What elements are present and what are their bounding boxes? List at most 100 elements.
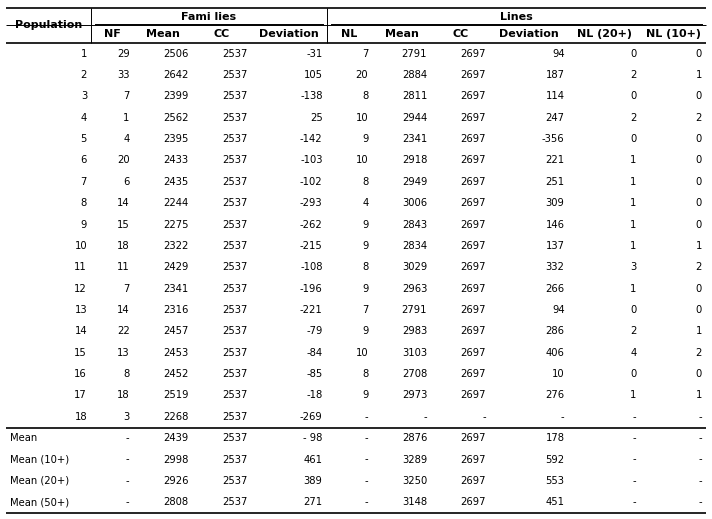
Text: 13: 13 xyxy=(75,305,87,315)
Text: 14: 14 xyxy=(75,326,87,336)
Text: 15: 15 xyxy=(117,220,130,229)
Text: 2876: 2876 xyxy=(402,433,427,443)
Text: -31: -31 xyxy=(306,49,323,59)
Text: 9: 9 xyxy=(362,284,368,294)
Text: 1: 1 xyxy=(630,390,637,401)
Text: 2: 2 xyxy=(696,113,702,122)
Text: 2949: 2949 xyxy=(402,177,427,187)
Text: -102: -102 xyxy=(300,177,323,187)
Text: 2457: 2457 xyxy=(163,326,189,336)
Text: CC: CC xyxy=(214,29,230,39)
Text: -: - xyxy=(365,455,368,465)
Text: 2537: 2537 xyxy=(222,177,247,187)
Text: -: - xyxy=(633,412,637,422)
Text: 2537: 2537 xyxy=(222,476,247,486)
Text: 2697: 2697 xyxy=(461,390,486,401)
Text: 1: 1 xyxy=(696,241,702,251)
Text: 2926: 2926 xyxy=(163,476,189,486)
Text: 1: 1 xyxy=(630,177,637,187)
Text: 2697: 2697 xyxy=(461,455,486,465)
Text: CC: CC xyxy=(453,29,468,39)
Text: 7: 7 xyxy=(123,284,130,294)
Text: 2453: 2453 xyxy=(163,348,189,358)
Text: 94: 94 xyxy=(552,305,565,315)
Text: 4: 4 xyxy=(80,113,87,122)
Text: 2697: 2697 xyxy=(461,262,486,272)
Text: -84: -84 xyxy=(306,348,323,358)
Text: 2435: 2435 xyxy=(163,177,189,187)
Text: 20: 20 xyxy=(117,156,130,166)
Text: 1: 1 xyxy=(630,156,637,166)
Text: -262: -262 xyxy=(300,220,323,229)
Text: 2537: 2537 xyxy=(222,433,247,443)
Text: 4: 4 xyxy=(362,198,368,208)
Text: 2506: 2506 xyxy=(163,49,189,59)
Text: 389: 389 xyxy=(304,476,323,486)
Text: 9: 9 xyxy=(362,241,368,251)
Text: 0: 0 xyxy=(630,134,637,144)
Text: Population: Population xyxy=(15,20,82,31)
Text: 276: 276 xyxy=(545,390,565,401)
Text: 11: 11 xyxy=(117,262,130,272)
Text: 9: 9 xyxy=(362,134,368,144)
Text: -142: -142 xyxy=(300,134,323,144)
Text: 10: 10 xyxy=(552,369,565,379)
Text: -: - xyxy=(698,476,702,486)
Text: 2452: 2452 xyxy=(163,369,189,379)
Text: NL (10+): NL (10+) xyxy=(646,29,701,39)
Text: 0: 0 xyxy=(696,198,702,208)
Text: 271: 271 xyxy=(303,497,323,507)
Text: -85: -85 xyxy=(306,369,323,379)
Text: 1: 1 xyxy=(80,49,87,59)
Text: 1: 1 xyxy=(696,390,702,401)
Text: 4: 4 xyxy=(630,348,637,358)
Text: 2697: 2697 xyxy=(461,134,486,144)
Text: 105: 105 xyxy=(303,70,323,80)
Text: 8: 8 xyxy=(362,262,368,272)
Text: 2537: 2537 xyxy=(222,220,247,229)
Text: 2: 2 xyxy=(696,262,702,272)
Text: 9: 9 xyxy=(362,390,368,401)
Text: 2537: 2537 xyxy=(222,198,247,208)
Text: 2537: 2537 xyxy=(222,390,247,401)
Text: 3029: 3029 xyxy=(402,262,427,272)
Text: 9: 9 xyxy=(362,326,368,336)
Text: 2884: 2884 xyxy=(402,70,427,80)
Text: 10: 10 xyxy=(356,113,368,122)
Text: -196: -196 xyxy=(300,284,323,294)
Text: -269: -269 xyxy=(300,412,323,422)
Text: 3148: 3148 xyxy=(402,497,427,507)
Text: -: - xyxy=(483,412,486,422)
Text: 2918: 2918 xyxy=(402,156,427,166)
Text: 9: 9 xyxy=(80,220,87,229)
Text: 406: 406 xyxy=(545,348,565,358)
Text: 33: 33 xyxy=(117,70,130,80)
Text: 2537: 2537 xyxy=(222,262,247,272)
Text: 5: 5 xyxy=(80,134,87,144)
Text: 2: 2 xyxy=(630,326,637,336)
Text: 0: 0 xyxy=(696,49,702,59)
Text: 2433: 2433 xyxy=(163,156,189,166)
Text: 2244: 2244 xyxy=(163,198,189,208)
Text: 8: 8 xyxy=(80,198,87,208)
Text: 18: 18 xyxy=(117,390,130,401)
Text: 3289: 3289 xyxy=(402,455,427,465)
Text: 2: 2 xyxy=(80,70,87,80)
Text: 251: 251 xyxy=(545,177,565,187)
Text: -: - xyxy=(365,476,368,486)
Text: 0: 0 xyxy=(630,91,637,101)
Text: Mean: Mean xyxy=(10,433,37,443)
Text: 2537: 2537 xyxy=(222,369,247,379)
Text: 114: 114 xyxy=(545,91,565,101)
Text: -221: -221 xyxy=(300,305,323,315)
Text: 14: 14 xyxy=(117,198,130,208)
Text: 221: 221 xyxy=(545,156,565,166)
Text: 2697: 2697 xyxy=(461,49,486,59)
Text: 94: 94 xyxy=(552,49,565,59)
Text: 2275: 2275 xyxy=(163,220,189,229)
Text: 12: 12 xyxy=(74,284,87,294)
Text: 2341: 2341 xyxy=(402,134,427,144)
Text: 6: 6 xyxy=(80,156,87,166)
Text: 1: 1 xyxy=(630,220,637,229)
Text: 2944: 2944 xyxy=(402,113,427,122)
